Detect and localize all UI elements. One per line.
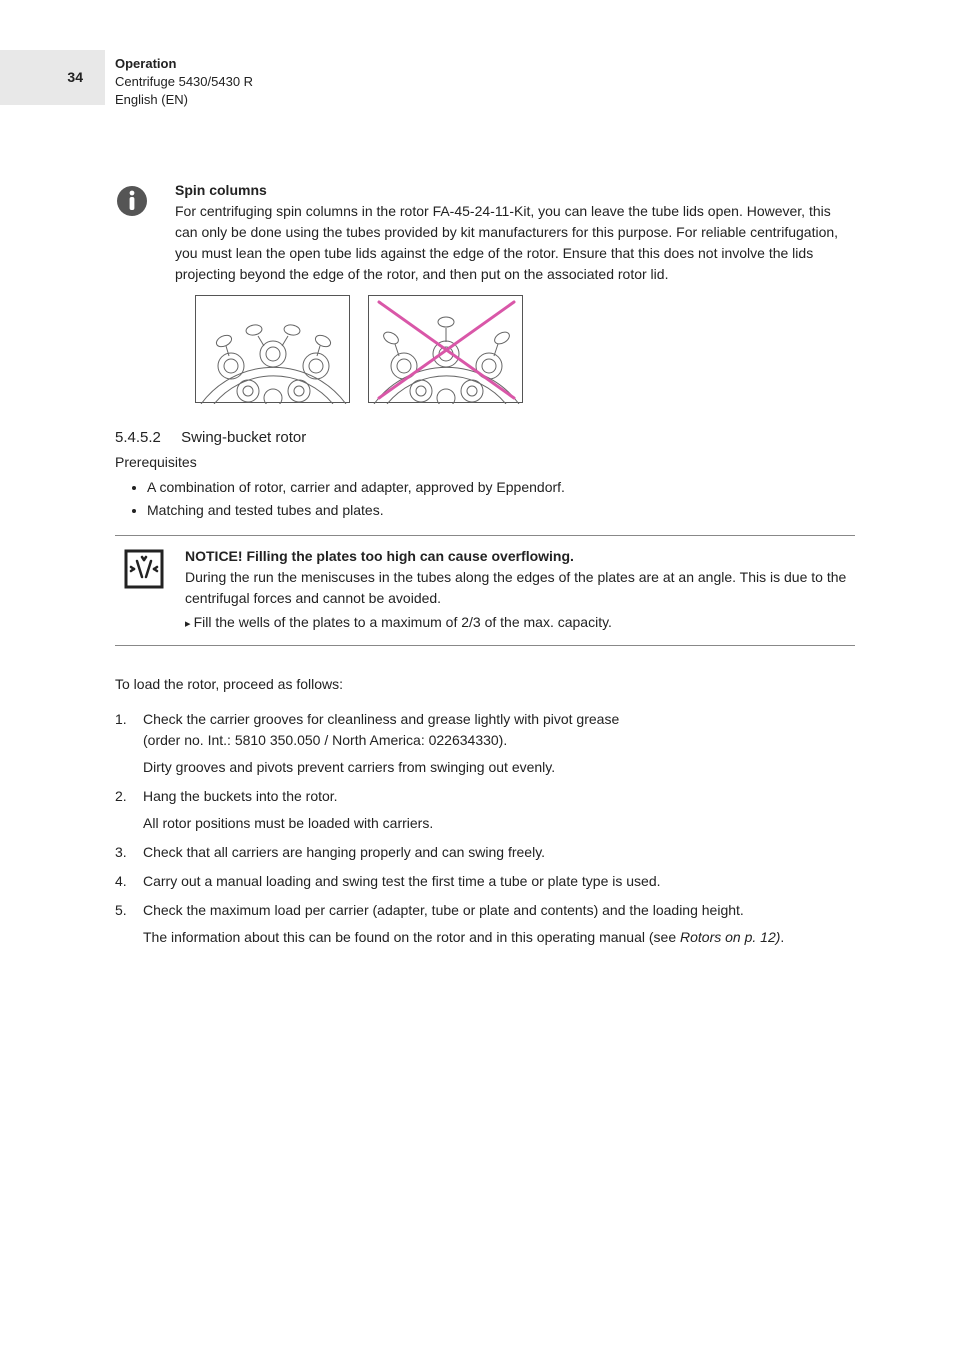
- list-item: Check that all carriers are hanging prop…: [115, 842, 855, 863]
- prerequisites-list: A combination of rotor, carrier and adap…: [135, 477, 855, 521]
- list-item: Matching and tested tubes and plates.: [147, 500, 855, 521]
- header-language: English (EN): [115, 91, 253, 109]
- list-item: Check the maximum load per carrier (adap…: [115, 900, 855, 948]
- step-main: Hang the buckets into the rotor.: [143, 788, 338, 804]
- page-number: 34: [67, 67, 83, 88]
- notice-text-block: NOTICE! Filling the plates too high can …: [185, 546, 855, 633]
- page-content: Spin columns For centrifuging spin colum…: [115, 180, 855, 956]
- step-sub: All rotor positions must be loaded with …: [143, 813, 855, 834]
- info-icon: [115, 180, 175, 224]
- step-main: Carry out a manual loading and swing tes…: [143, 873, 661, 889]
- list-item: Check the carrier grooves for cleanlines…: [115, 709, 855, 778]
- notice-bullet: Fill the wells of the plates to a maximu…: [185, 612, 855, 633]
- section-heading: 5.4.5.2 Swing-bucket rotor: [115, 427, 855, 450]
- info-callout: Spin columns For centrifuging spin colum…: [115, 180, 855, 285]
- list-item: Hang the buckets into the rotor. All rot…: [115, 786, 855, 834]
- list-item: Carry out a manual loading and swing tes…: [115, 871, 855, 892]
- page-header: Operation Centrifuge 5430/5430 R English…: [115, 55, 253, 110]
- step-sub-pre: The information about this can be found …: [143, 929, 680, 945]
- list-item: A combination of rotor, carrier and adap…: [147, 477, 855, 498]
- notice-body: During the run the meniscuses in the tub…: [185, 567, 855, 609]
- steps-list: Check the carrier grooves for cleanlines…: [115, 709, 855, 948]
- header-model: Centrifuge 5430/5430 R: [115, 73, 253, 91]
- prerequisites-label: Prerequisites: [115, 452, 855, 473]
- rotor-diagram-row: [195, 295, 855, 403]
- notice-title: NOTICE! Filling the plates too high can …: [185, 546, 855, 567]
- step-line2: (order no. Int.: 5810 350.050 / North Am…: [143, 732, 507, 748]
- step-sub-post: .: [780, 929, 784, 945]
- step-main: Check the carrier grooves for cleanlines…: [143, 711, 619, 727]
- section-number: 5.4.5.2: [115, 427, 177, 450]
- rotor-diagram-correct: [195, 295, 350, 403]
- section-title: Swing-bucket rotor: [181, 429, 306, 446]
- rotor-diagram-incorrect: [368, 295, 523, 403]
- step-main: Check the maximum load per carrier (adap…: [143, 902, 744, 918]
- step-sub-italic: Rotors on p. 12): [680, 929, 780, 945]
- step-sub: Dirty grooves and pivots prevent carrier…: [143, 757, 855, 778]
- step-sub: The information about this can be found …: [143, 927, 855, 948]
- notice-callout: NOTICE! Filling the plates too high can …: [115, 535, 855, 646]
- step-main: Check that all carriers are hanging prop…: [143, 844, 545, 860]
- info-body: For centrifuging spin columns in the rot…: [175, 201, 855, 285]
- proceed-intro: To load the rotor, proceed as follows:: [115, 674, 855, 695]
- header-section: Operation: [115, 55, 253, 73]
- page-number-tab: 34: [0, 50, 105, 105]
- notice-icon: [115, 546, 185, 596]
- info-title: Spin columns: [175, 180, 855, 201]
- info-text-block: Spin columns For centrifuging spin colum…: [175, 180, 855, 285]
